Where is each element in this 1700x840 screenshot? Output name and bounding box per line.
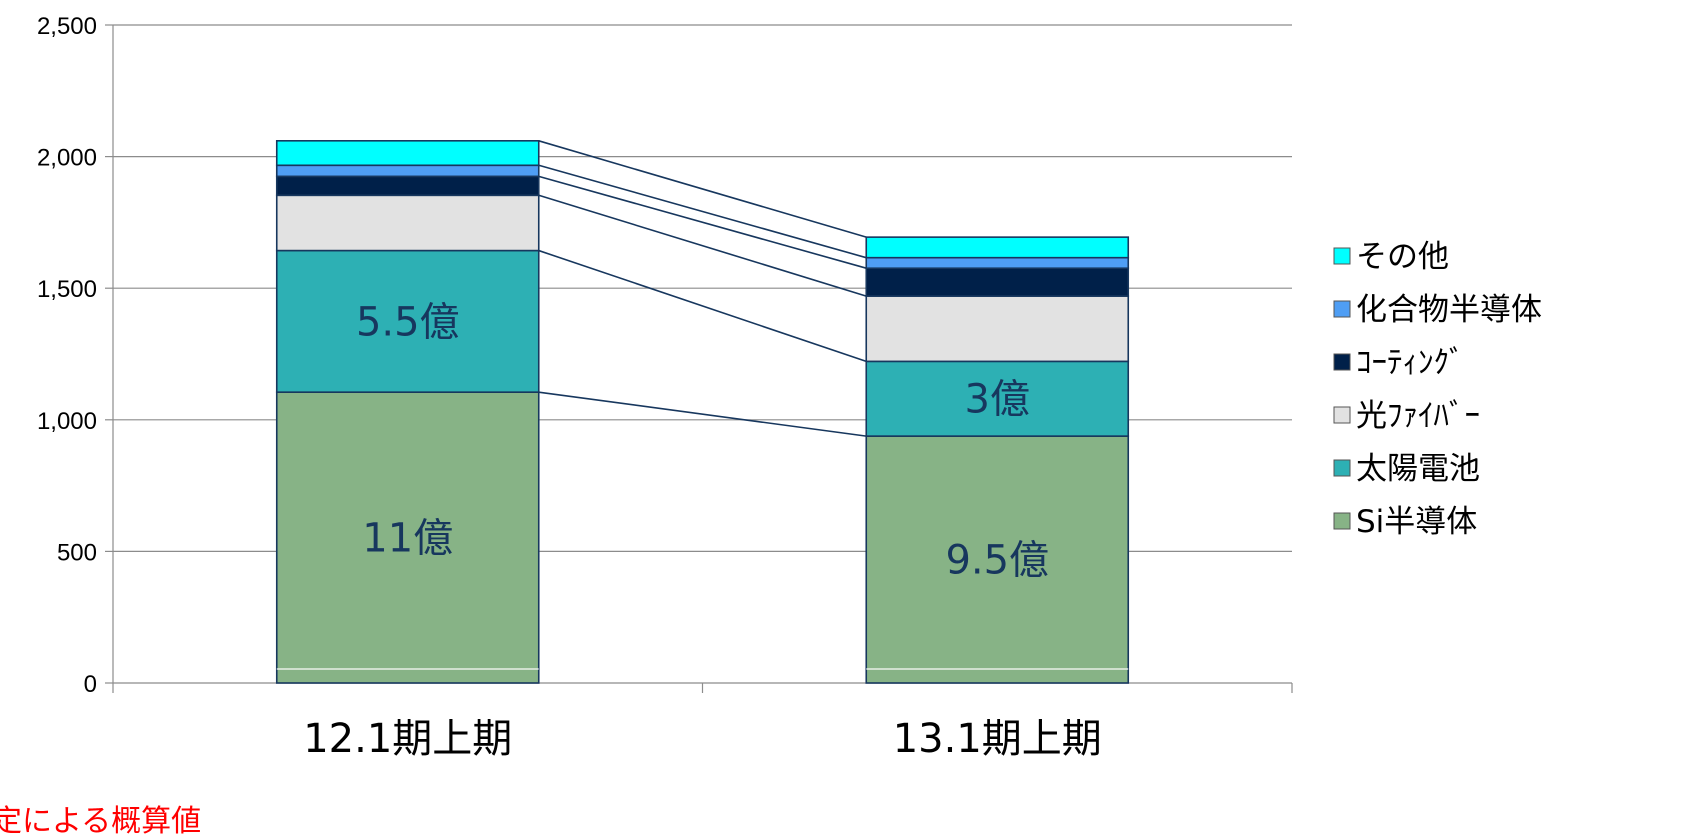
y-tick-label: 1,500 <box>37 276 97 303</box>
bar-segment-item <box>275 175 540 197</box>
legend-label: 太陽電池 <box>1356 451 1480 487</box>
bar-segment-item <box>865 256 1130 269</box>
connector-line-si <box>538 391 867 437</box>
labels: 12.1期上期 13.1期上期 11億 5.5億 9.5億 3億 <box>303 299 1102 762</box>
y-tick-label: 500 <box>57 539 97 566</box>
data-label: 5.5億 <box>356 299 460 345</box>
y-tick-label: 0 <box>84 671 97 698</box>
connector-lines <box>538 140 867 437</box>
y-tick-label: 1,000 <box>37 408 97 435</box>
data-label: 3億 <box>965 377 1030 423</box>
legend-label: ｺｰﾃｨﾝｸﾞ <box>1356 345 1465 381</box>
bar-segment-item <box>865 236 1130 259</box>
legend-label: 光ﾌｧｲﾊﾞｰ <box>1356 398 1480 434</box>
bar-segment-si <box>275 391 540 684</box>
bar-segment-item <box>865 267 1130 297</box>
x-category-label: 13.1期上期 <box>893 716 1102 762</box>
bar-segment-item <box>275 194 540 252</box>
legend-label: Si半導体 <box>1356 504 1477 540</box>
y-tick-label: 2,500 <box>37 13 97 40</box>
bar-segment-item <box>275 140 540 167</box>
connector-line-item <box>538 175 867 269</box>
y-tick-label: 2,000 <box>37 145 97 172</box>
bar-segment-item <box>275 164 540 178</box>
legend-swatch-item <box>1333 300 1351 318</box>
legend-label: 化合物半導体 <box>1356 292 1542 328</box>
x-category-label: 12.1期上期 <box>303 716 512 762</box>
legend-label: その他 <box>1356 239 1449 275</box>
legend-swatch-si <box>1333 512 1351 530</box>
bar-segment-si <box>865 435 1130 684</box>
bar-segment-item <box>865 360 1130 437</box>
bars <box>275 140 1130 684</box>
legend-swatch-item <box>1333 406 1351 424</box>
legend-swatch-item <box>1333 459 1351 477</box>
connector-line-item <box>538 194 867 297</box>
connector-line-item <box>538 249 867 363</box>
data-label: 9.5億 <box>945 538 1049 584</box>
connector-line-item <box>538 140 867 238</box>
legend-swatch-item <box>1333 353 1351 371</box>
legend-swatch-item <box>1333 247 1351 265</box>
connector-line-item <box>538 164 867 259</box>
bar-segment-item <box>865 295 1130 363</box>
data-label: 11億 <box>362 516 453 562</box>
footnote: 定による概算値 <box>0 804 202 839</box>
